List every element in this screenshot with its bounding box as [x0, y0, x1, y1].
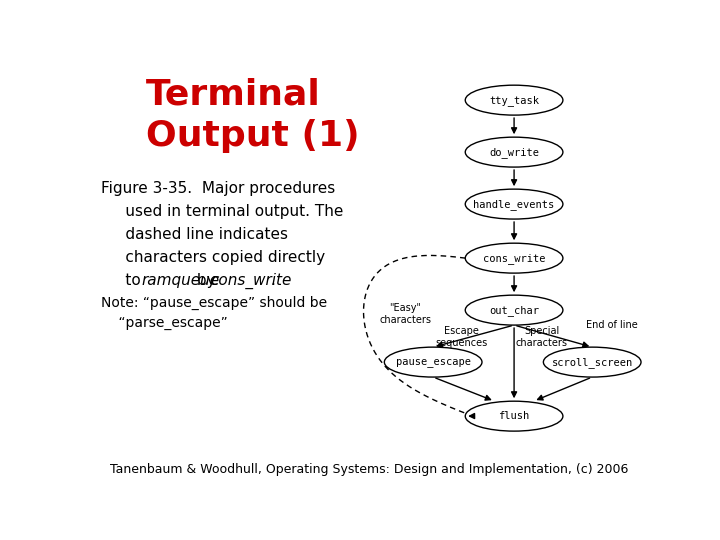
- Ellipse shape: [465, 295, 563, 325]
- Text: tty_task: tty_task: [489, 94, 539, 106]
- Text: flush: flush: [498, 411, 530, 421]
- Text: Figure 3-35.  Major procedures: Figure 3-35. Major procedures: [101, 181, 336, 196]
- Text: Note: “pause_escape” should be: Note: “pause_escape” should be: [101, 295, 328, 310]
- Text: pause_escape: pause_escape: [396, 357, 471, 367]
- Ellipse shape: [465, 137, 563, 167]
- Text: characters copied directly: characters copied directly: [101, 250, 325, 265]
- Text: .: .: [270, 273, 275, 288]
- Text: Escape
sequences: Escape sequences: [435, 326, 487, 348]
- Text: used in terminal output. The: used in terminal output. The: [101, 204, 343, 219]
- Text: scroll_screen: scroll_screen: [552, 356, 633, 368]
- Text: "Easy"
characters: "Easy" characters: [379, 303, 431, 325]
- Text: handle_events: handle_events: [474, 199, 554, 210]
- Text: cons_write: cons_write: [210, 273, 292, 289]
- Ellipse shape: [465, 85, 563, 115]
- Ellipse shape: [465, 243, 563, 273]
- Text: Tanenbaum & Woodhull, Operating Systems: Design and Implementation, (c) 2006: Tanenbaum & Woodhull, Operating Systems:…: [110, 463, 628, 476]
- Text: by: by: [192, 273, 220, 288]
- Text: “parse_escape”: “parse_escape”: [101, 316, 228, 330]
- Text: to: to: [101, 273, 145, 288]
- Text: do_write: do_write: [489, 147, 539, 158]
- Text: out_char: out_char: [489, 305, 539, 315]
- Text: Terminal: Terminal: [145, 77, 320, 111]
- Text: cons_write: cons_write: [483, 253, 545, 264]
- Text: ramqueue: ramqueue: [142, 273, 220, 288]
- Ellipse shape: [544, 347, 641, 377]
- Text: Special
characters: Special characters: [516, 326, 568, 348]
- Text: End of line: End of line: [586, 320, 638, 330]
- Ellipse shape: [465, 401, 563, 431]
- Text: Output (1): Output (1): [145, 119, 359, 153]
- Ellipse shape: [465, 189, 563, 219]
- Text: dashed line indicates: dashed line indicates: [101, 227, 288, 242]
- Ellipse shape: [384, 347, 482, 377]
